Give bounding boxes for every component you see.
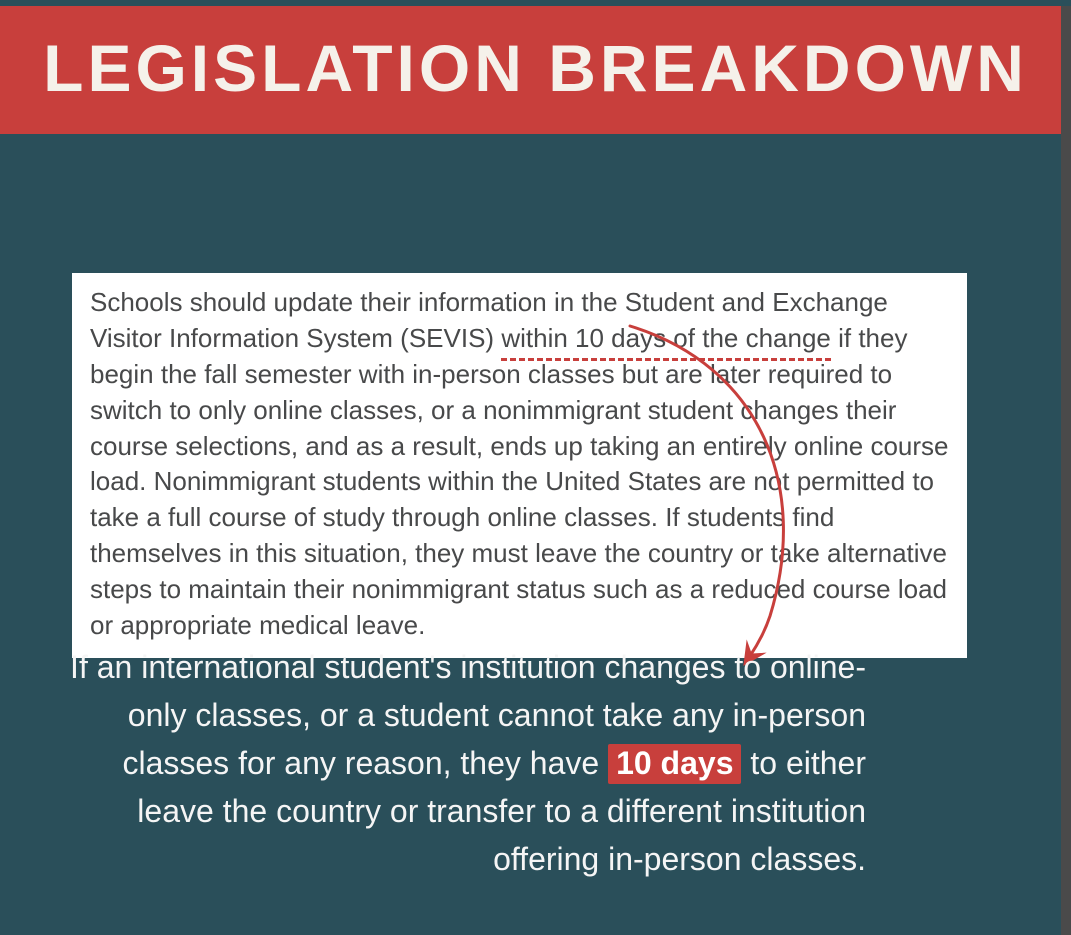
right-edge-strip (1061, 6, 1071, 935)
highlight-pill: 10 days (608, 744, 741, 784)
legislation-quote-box: Schools should update their information … (72, 273, 967, 658)
legislation-quote-text: Schools should update their information … (90, 285, 949, 644)
page-title: LEGISLATION BREAKDOWN (0, 30, 1071, 106)
dashed-underline-decoration (501, 358, 831, 361)
quote-underlined-phrase: within 10 days of the change (501, 321, 831, 357)
quote-underline-text: within 10 days of the change (501, 323, 831, 353)
summary-text: If an international student's institutio… (66, 643, 866, 883)
header-bar: LEGISLATION BREAKDOWN (0, 6, 1071, 134)
quote-post: if they begin the fall semester with in-… (90, 323, 949, 640)
summary-block: If an international student's institutio… (66, 643, 866, 883)
